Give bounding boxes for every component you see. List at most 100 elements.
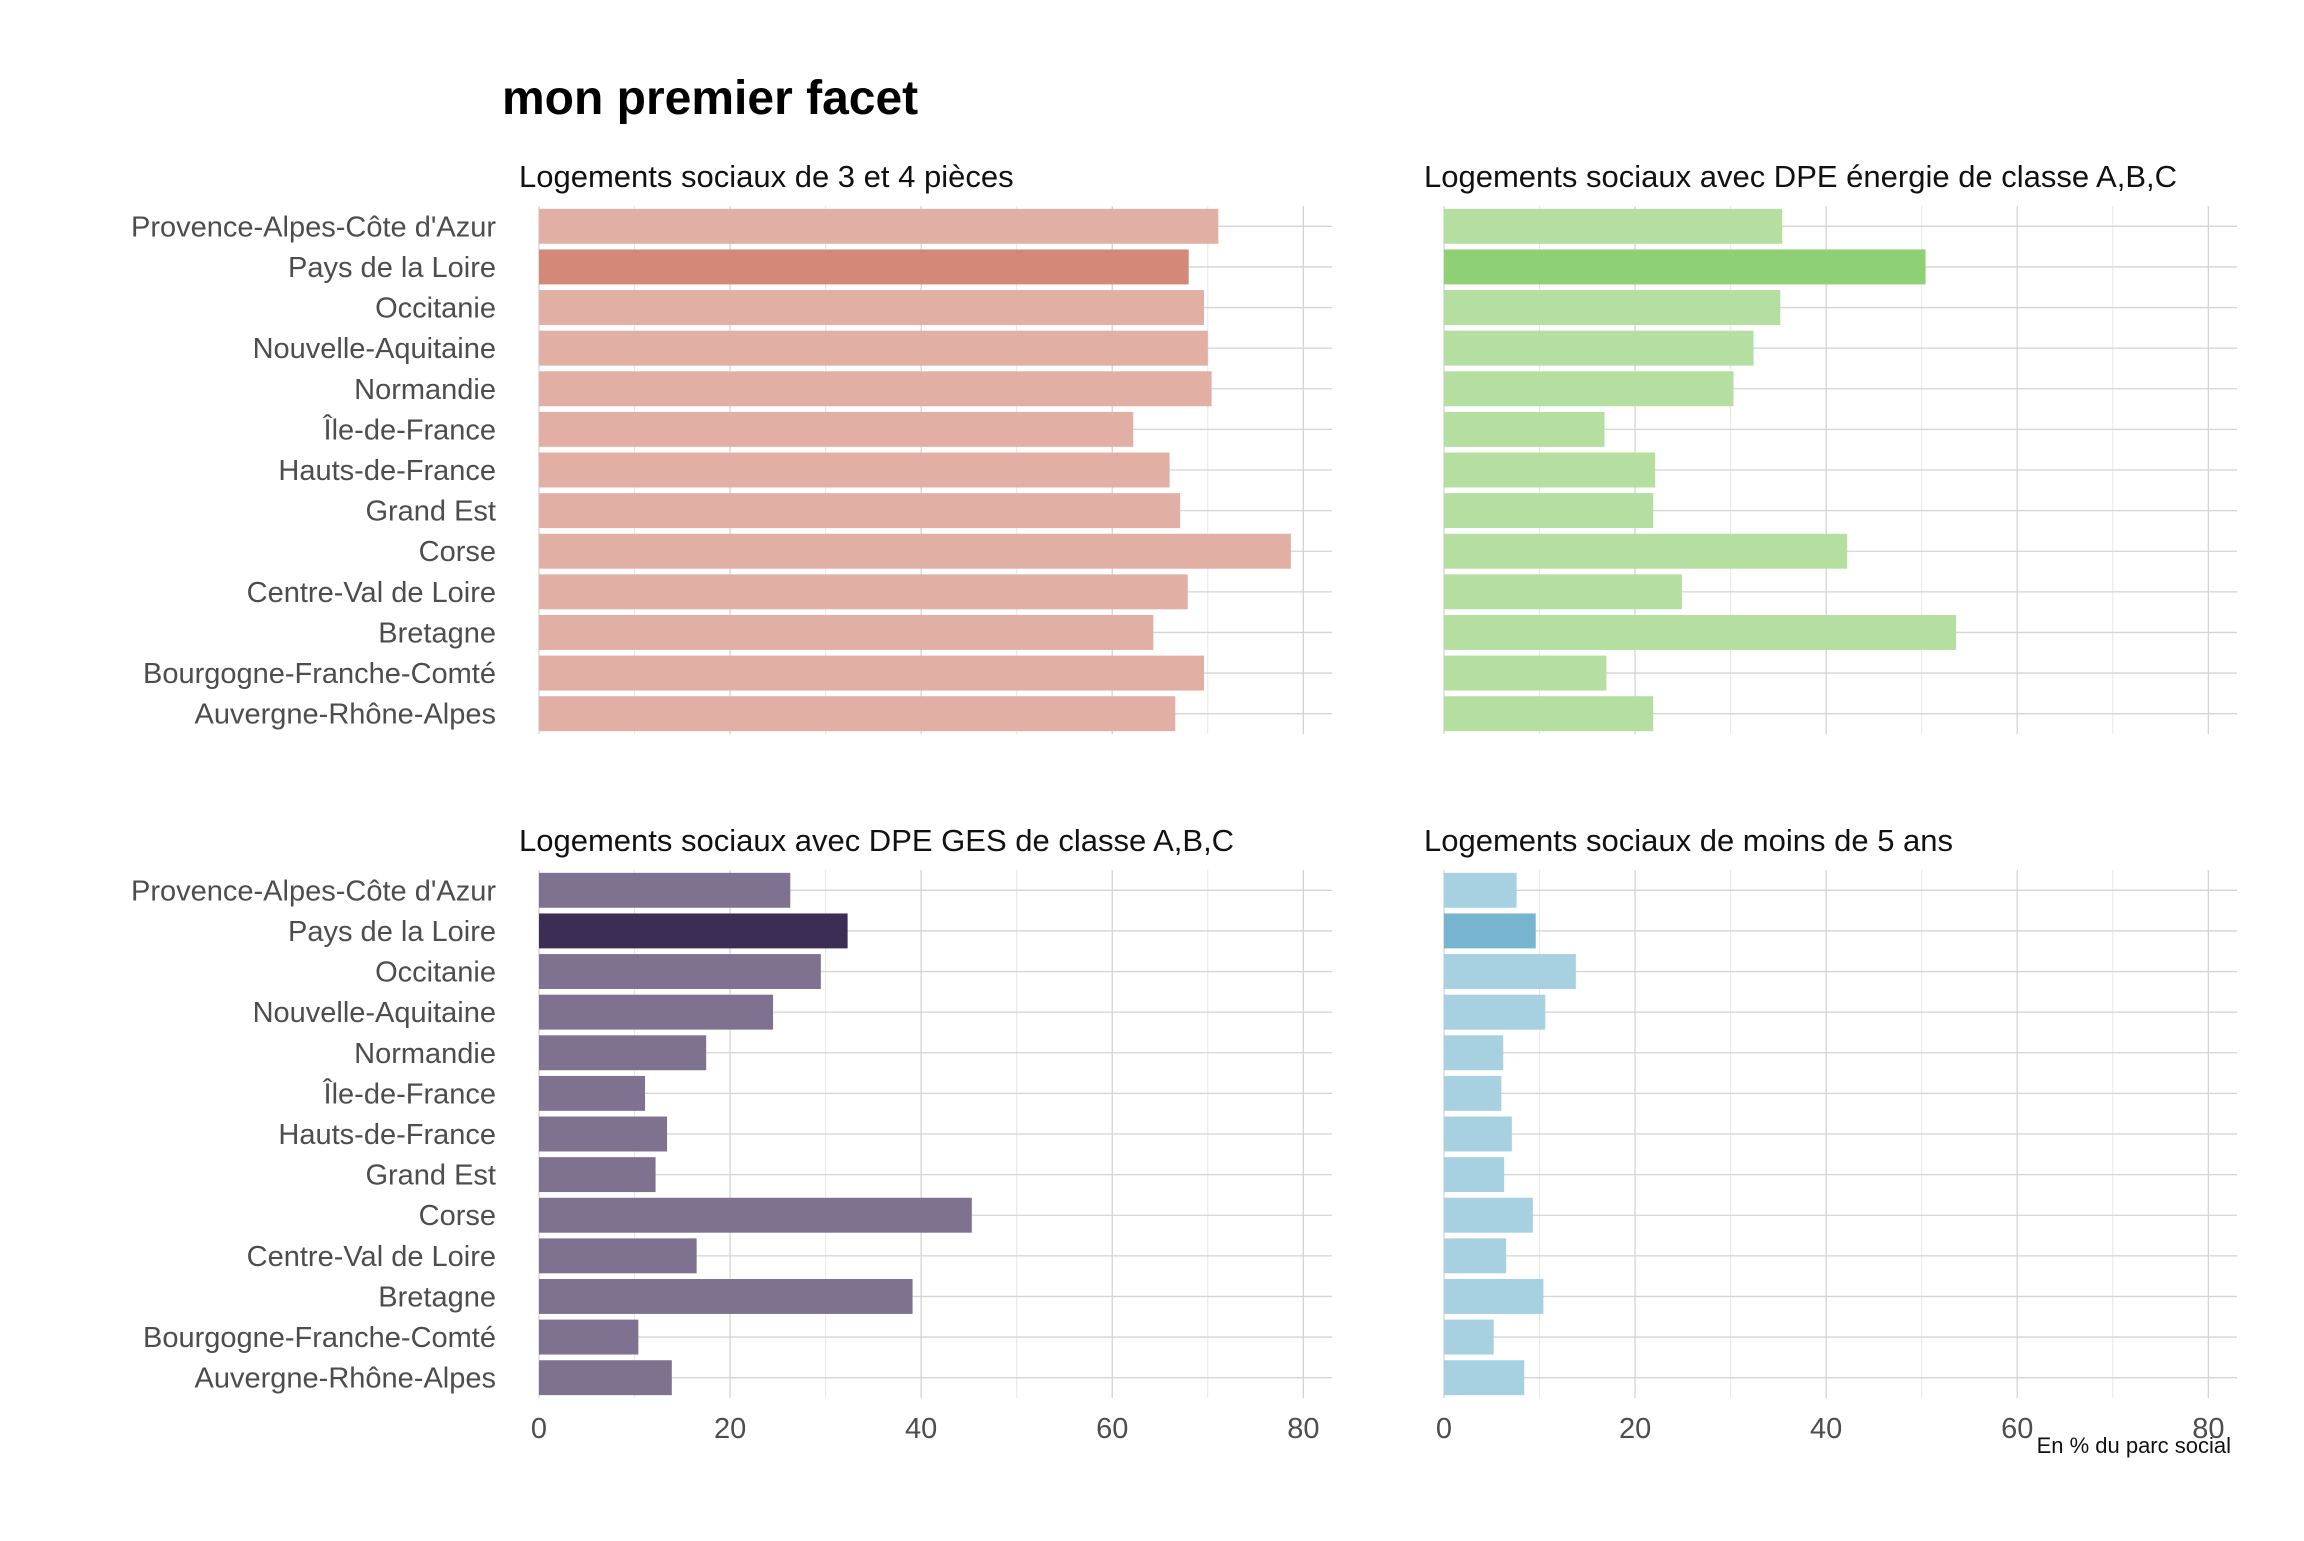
bar: [539, 452, 1170, 488]
y-tick-label: Hauts-de-France: [278, 455, 496, 487]
bar: [1444, 1238, 1507, 1274]
facet-panel-4: Logements sociaux de moins de 5 ans 0 20 40…: [1424, 823, 2237, 1445]
y-tick-label: Bretagne: [378, 1281, 496, 1313]
bar: [539, 655, 1204, 691]
x-tick-label: 60: [2001, 1413, 2033, 1445]
facet-title: Logements sociaux de moins de 5 ans: [1424, 823, 1953, 858]
bar: [539, 1238, 697, 1274]
bar: [1444, 994, 1546, 1030]
bar: [539, 1197, 972, 1233]
y-tick-label: Île-de-France: [323, 1077, 496, 1110]
bar: [539, 1035, 707, 1071]
y-tick-label: Normandie: [354, 374, 496, 406]
y-tick-label: Provence-Alpes-Côte d'Azur: [131, 875, 496, 907]
x-tick-label: 80: [1287, 1413, 1319, 1445]
bar: [1444, 290, 1781, 326]
y-tick-label: Provence-Alpes-Côte d'Azur: [131, 211, 496, 243]
x-tick-label: 20: [714, 1413, 746, 1445]
bar: [1444, 1319, 1494, 1355]
bar: [1444, 452, 1656, 488]
bar: [1444, 1035, 1504, 1071]
bar: [539, 1360, 672, 1396]
x-tick-label: 60: [1096, 1413, 1128, 1445]
bar: [1444, 411, 1605, 447]
y-tick-label: Grand Est: [365, 496, 496, 528]
y-tick-label: Île-de-France: [323, 413, 496, 446]
y-tick-label: Normandie: [354, 1038, 496, 1070]
bar: [539, 249, 1189, 285]
y-tick-label: Nouvelle-Aquitaine: [253, 997, 496, 1029]
facet-title: Logements sociaux de 3 et 4 pièces: [519, 159, 1014, 194]
y-tick-label: Corse: [419, 1200, 496, 1232]
bar: [1444, 574, 1682, 610]
bar: [1444, 1360, 1525, 1396]
bar: [539, 493, 1181, 529]
x-tick-label: 40: [905, 1413, 937, 1445]
facet-title: Logements sociaux avec DPE énergie de cl…: [1424, 159, 2177, 194]
y-tick-label: Nouvelle-Aquitaine: [253, 333, 496, 365]
bar: [1444, 1278, 1544, 1314]
bar: [539, 954, 821, 990]
chart-caption: En % du parc social: [2037, 1433, 2231, 1458]
x-tick-label: 0: [1436, 1413, 1452, 1445]
y-tick-label: Pays de la Loire: [288, 252, 496, 284]
bar: [539, 1278, 913, 1314]
bar: [1444, 872, 1517, 908]
y-tick-label: Bourgogne-Franche-Comté: [143, 1322, 496, 1354]
y-tick-label: Auvergne-Rhône-Alpes: [195, 1363, 496, 1395]
chart-title: mon premier facet: [502, 72, 918, 125]
x-tick-label: 80: [2192, 1413, 2224, 1445]
bar: [539, 872, 791, 908]
facet-title: Logements sociaux avec DPE GES de classe…: [519, 823, 1234, 858]
y-tick-label: Bourgogne-Franche-Comté: [143, 658, 496, 690]
bar: [1444, 913, 1536, 949]
x-tick-label: 40: [1810, 1413, 1842, 1445]
y-tick-label: Centre-Val de Loire: [247, 1241, 496, 1273]
facet-panel-1: Logements sociaux de 3 et 4 pièces Proven…: [131, 159, 1332, 734]
bar: [539, 1116, 668, 1152]
bar: [539, 1319, 639, 1355]
bar: [539, 411, 1134, 447]
bar: [1444, 1197, 1533, 1233]
bar: [1444, 614, 1957, 650]
bar: [539, 533, 1291, 569]
y-tick-label: Auvergne-Rhône-Alpes: [195, 699, 496, 731]
bar: [1444, 493, 1654, 529]
bar: [1444, 371, 1734, 407]
bar: [539, 994, 774, 1030]
bar: [539, 1075, 646, 1111]
bar: [539, 208, 1219, 244]
bar: [1444, 954, 1576, 990]
bar: [1444, 696, 1654, 732]
y-tick-label: Hauts-de-France: [278, 1119, 496, 1151]
bar: [1444, 1157, 1505, 1193]
bar: [539, 371, 1212, 407]
bar: [539, 574, 1188, 610]
y-tick-label: Occitanie: [375, 957, 496, 989]
facet-panel-2: Logements sociaux avec DPE énergie de cl…: [1424, 159, 2237, 734]
bar: [1444, 1075, 1502, 1111]
bar: [539, 1157, 656, 1193]
bar: [1444, 249, 1926, 285]
bar: [1444, 1116, 1512, 1152]
y-tick-label: Centre-Val de Loire: [247, 577, 496, 609]
bar: [539, 290, 1204, 326]
bar: [1444, 330, 1754, 366]
bar: [539, 913, 848, 949]
y-tick-label: Pays de la Loire: [288, 916, 496, 948]
y-tick-label: Corse: [419, 536, 496, 568]
bar: [1444, 655, 1607, 691]
bar: [539, 696, 1176, 732]
bar: [1444, 533, 1848, 569]
x-tick-label: 0: [531, 1413, 547, 1445]
facet-panel-3: Logements sociaux avec DPE GES de classe…: [131, 823, 1332, 1445]
bar: [539, 614, 1154, 650]
bar: [539, 330, 1208, 366]
x-tick-label: 20: [1619, 1413, 1651, 1445]
y-tick-label: Occitanie: [375, 293, 496, 325]
y-tick-label: Grand Est: [365, 1160, 496, 1192]
bar: [1444, 208, 1783, 244]
y-tick-label: Bretagne: [378, 617, 496, 649]
